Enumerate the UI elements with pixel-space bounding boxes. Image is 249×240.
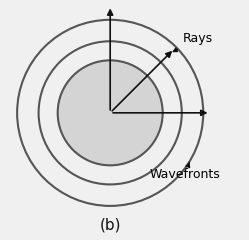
Circle shape [58, 60, 163, 165]
Text: Wavefronts: Wavefronts [149, 163, 220, 181]
Text: Rays: Rays [173, 32, 213, 52]
Text: (b): (b) [99, 217, 121, 232]
